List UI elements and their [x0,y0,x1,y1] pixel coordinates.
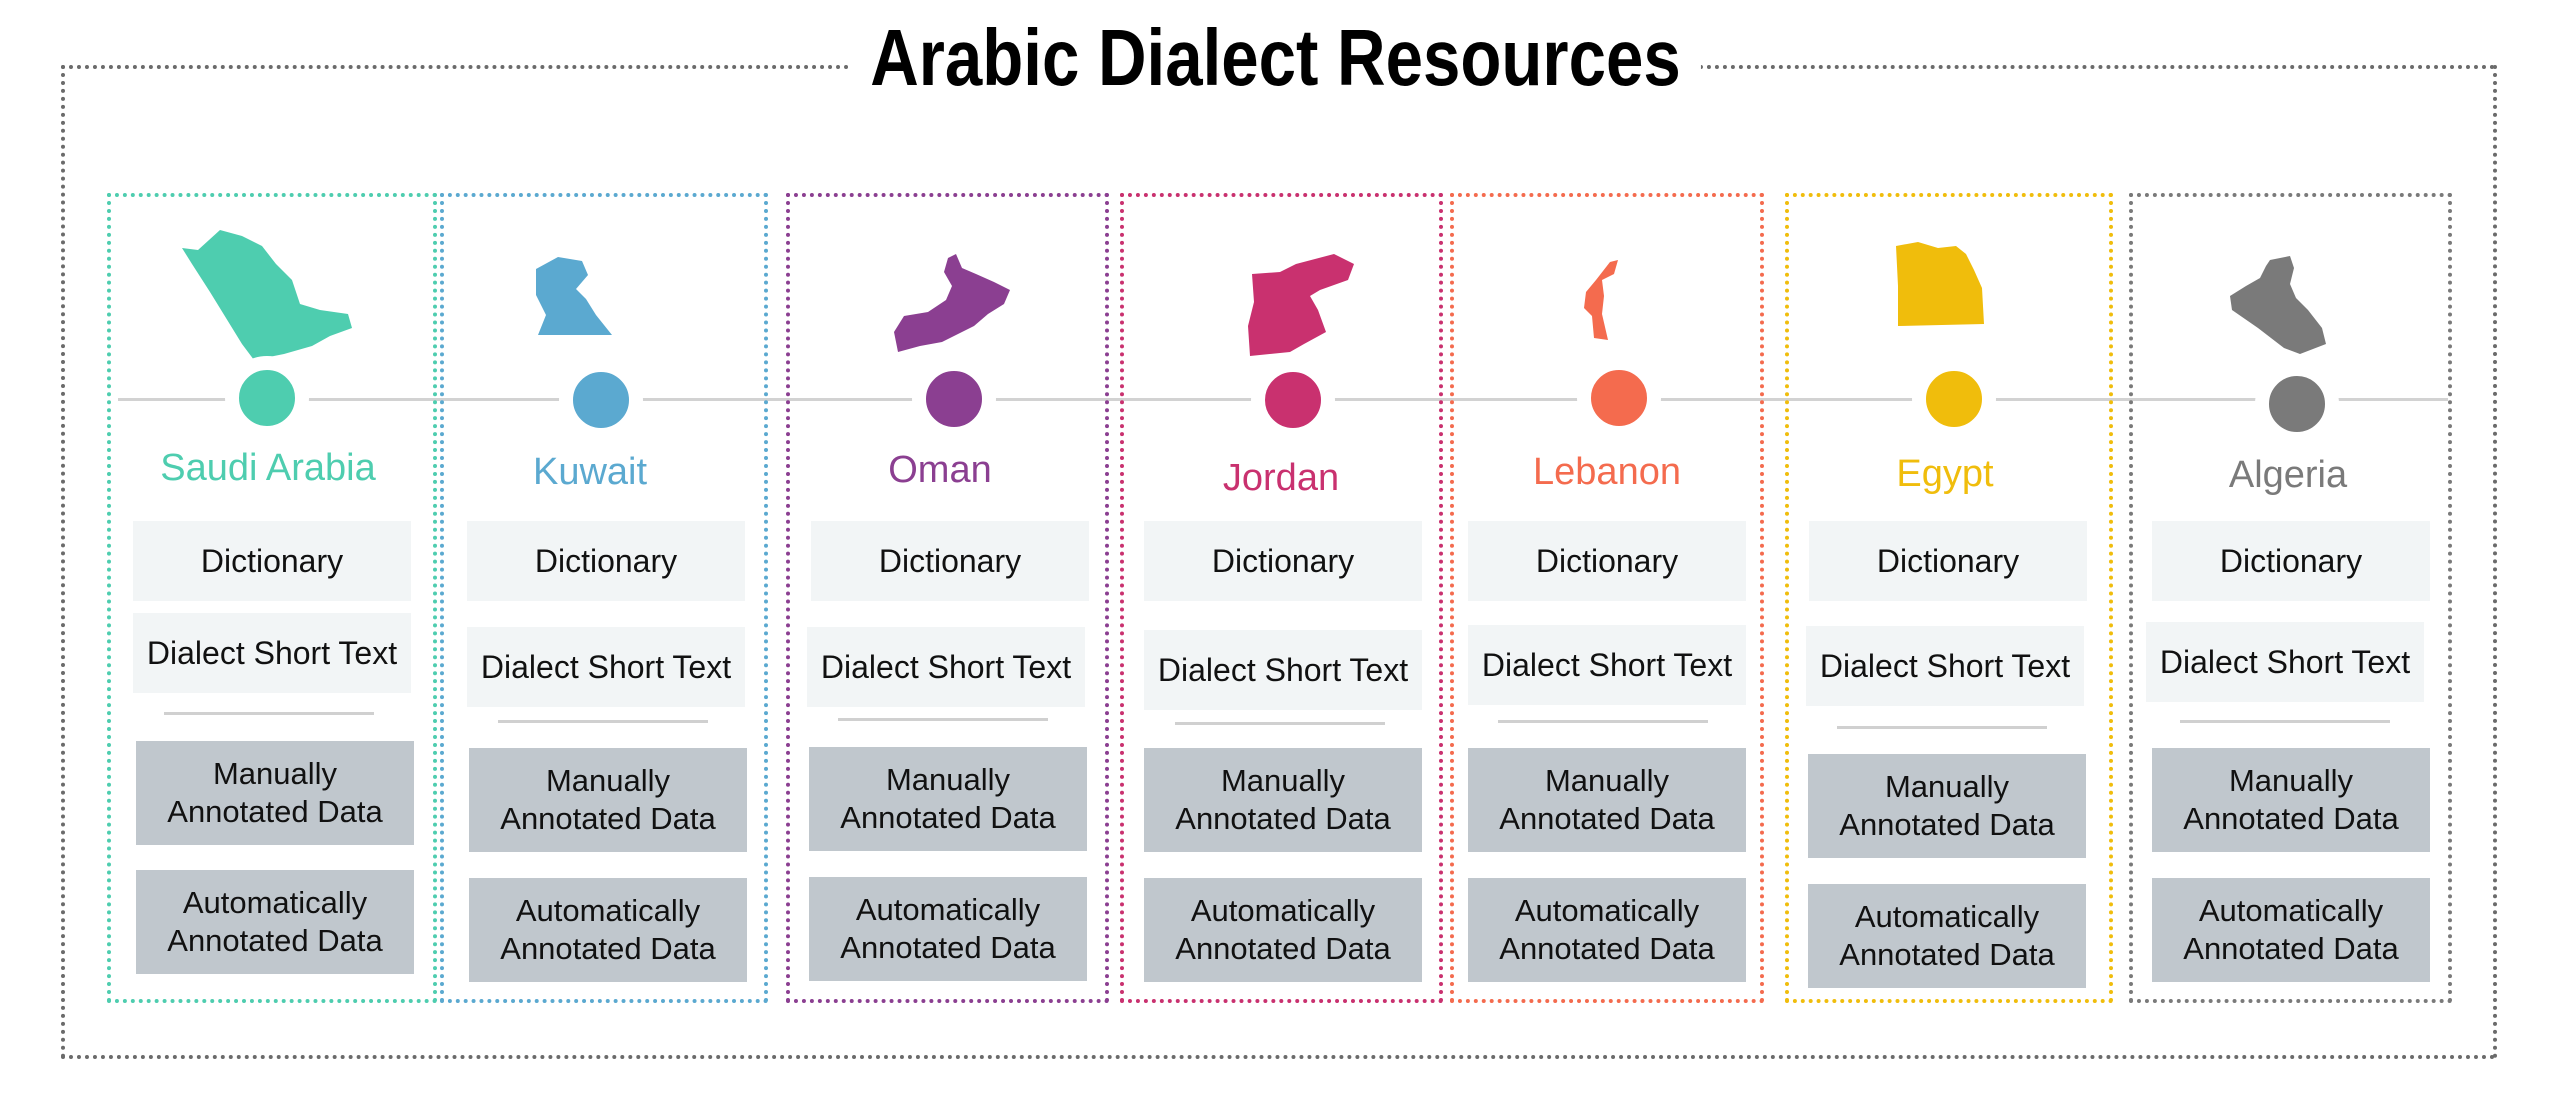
diagram-frame [61,65,2497,1059]
diagram-title: Arabic Dialect Resources [0,8,2550,108]
timeline-line [118,398,2448,401]
title-text: Arabic Dialect Resources [849,8,1701,108]
